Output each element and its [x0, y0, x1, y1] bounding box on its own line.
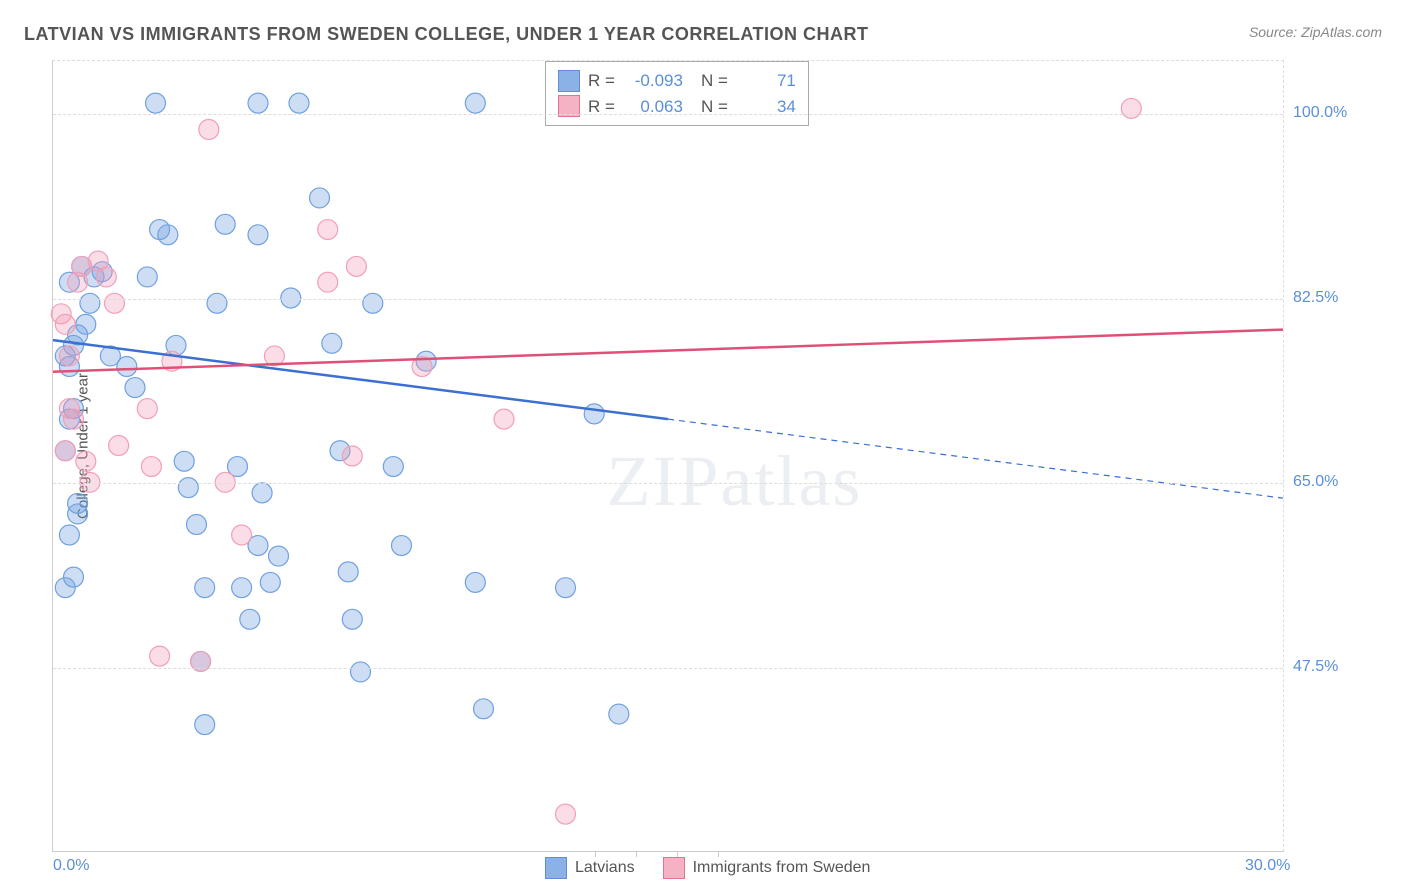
- scatter-point: [141, 457, 161, 477]
- scatter-point: [195, 715, 215, 735]
- chart-title: LATVIAN VS IMMIGRANTS FROM SWEDEN COLLEG…: [24, 24, 869, 45]
- scatter-point: [215, 214, 235, 234]
- r-value-series1: -0.093: [623, 68, 683, 94]
- y-tick-label: 100.0%: [1293, 104, 1383, 122]
- scatter-point: [55, 441, 75, 461]
- scatter-point: [342, 609, 362, 629]
- scatter-point: [80, 293, 100, 313]
- scatter-point: [117, 356, 137, 376]
- scatter-point: [363, 293, 383, 313]
- gridline: [53, 114, 1283, 115]
- scatter-point: [310, 188, 330, 208]
- scatter-point: [125, 378, 145, 398]
- scatter-point: [96, 267, 116, 287]
- scatter-point: [174, 451, 194, 471]
- scatter-point: [105, 293, 125, 313]
- scatter-point: [55, 578, 75, 598]
- y-tick-label: 65.0%: [1293, 473, 1383, 491]
- scatter-point: [474, 699, 494, 719]
- n-label: N =: [701, 68, 728, 94]
- x-tick-label: 0.0%: [53, 857, 89, 875]
- scatter-point: [232, 578, 252, 598]
- scatter-point: [248, 93, 268, 113]
- scatter-point: [342, 446, 362, 466]
- scatter-point: [187, 514, 207, 534]
- scatter-point: [137, 267, 157, 287]
- gridline: [53, 299, 1283, 300]
- scatter-point: [59, 346, 79, 366]
- stats-row-series1: R = -0.093 N = 71: [558, 68, 796, 94]
- regression-line-extrapolated: [668, 419, 1283, 498]
- scatter-point: [556, 578, 576, 598]
- scatter-point: [199, 119, 219, 139]
- scatter-point: [80, 472, 100, 492]
- n-value-series1: 71: [736, 68, 796, 94]
- legend-label-series2: Immigrants from Sweden: [693, 859, 871, 877]
- scatter-point: [232, 525, 252, 545]
- scatter-point: [318, 272, 338, 292]
- scatter-point: [289, 93, 309, 113]
- scatter-point: [55, 314, 75, 334]
- scatter-point: [392, 536, 412, 556]
- scatter-point: [584, 404, 604, 424]
- scatter-point: [338, 562, 358, 582]
- n-value-series2: 34: [736, 94, 796, 120]
- scatter-point: [252, 483, 272, 503]
- scatter-point: [269, 546, 289, 566]
- chart-svg: [53, 61, 1283, 851]
- scatter-point: [195, 578, 215, 598]
- scatter-point: [76, 451, 96, 471]
- scatter-point: [158, 225, 178, 245]
- gridline: [53, 668, 1283, 669]
- chart-plot-area: ZIPatlas R = -0.093 N = 71 R = 0.063 N =…: [52, 60, 1284, 852]
- scatter-point: [240, 609, 260, 629]
- scatter-point: [150, 646, 170, 666]
- y-tick-label: 82.5%: [1293, 289, 1383, 307]
- scatter-point: [322, 333, 342, 353]
- r-label: R =: [588, 94, 615, 120]
- scatter-point: [207, 293, 227, 313]
- scatter-point: [137, 399, 157, 419]
- scatter-point: [1121, 98, 1141, 118]
- scatter-point: [609, 704, 629, 724]
- legend-swatch-series1: [545, 857, 567, 879]
- scatter-point: [465, 93, 485, 113]
- correlation-stats-box: R = -0.093 N = 71 R = 0.063 N = 34: [545, 61, 809, 126]
- scatter-point: [465, 572, 485, 592]
- scatter-point: [68, 504, 88, 524]
- n-label: N =: [701, 94, 728, 120]
- r-value-series2: 0.063: [623, 94, 683, 120]
- legend-swatch-series2: [663, 857, 685, 879]
- scatter-point: [556, 804, 576, 824]
- r-label: R =: [588, 68, 615, 94]
- legend: Latvians Immigrants from Sweden: [545, 857, 870, 879]
- regression-line: [53, 330, 1283, 372]
- gridline: [53, 483, 1283, 484]
- source-credit: Source: ZipAtlas.com: [1249, 24, 1382, 40]
- scatter-point: [383, 457, 403, 477]
- legend-item-series1: Latvians: [545, 857, 635, 879]
- scatter-point: [318, 220, 338, 240]
- swatch-series1: [558, 70, 580, 92]
- scatter-point: [146, 93, 166, 113]
- legend-label-series1: Latvians: [575, 859, 635, 877]
- stats-row-series2: R = 0.063 N = 34: [558, 94, 796, 120]
- scatter-point: [494, 409, 514, 429]
- scatter-point: [215, 472, 235, 492]
- legend-item-series2: Immigrants from Sweden: [663, 857, 871, 879]
- y-tick-label: 47.5%: [1293, 658, 1383, 676]
- scatter-point: [76, 314, 96, 334]
- scatter-point: [346, 256, 366, 276]
- scatter-point: [260, 572, 280, 592]
- x-tick-label: 30.0%: [1245, 857, 1290, 875]
- scatter-point: [248, 225, 268, 245]
- scatter-point: [59, 525, 79, 545]
- scatter-point: [351, 662, 371, 682]
- scatter-point: [178, 478, 198, 498]
- scatter-point: [64, 409, 84, 429]
- scatter-point: [109, 435, 129, 455]
